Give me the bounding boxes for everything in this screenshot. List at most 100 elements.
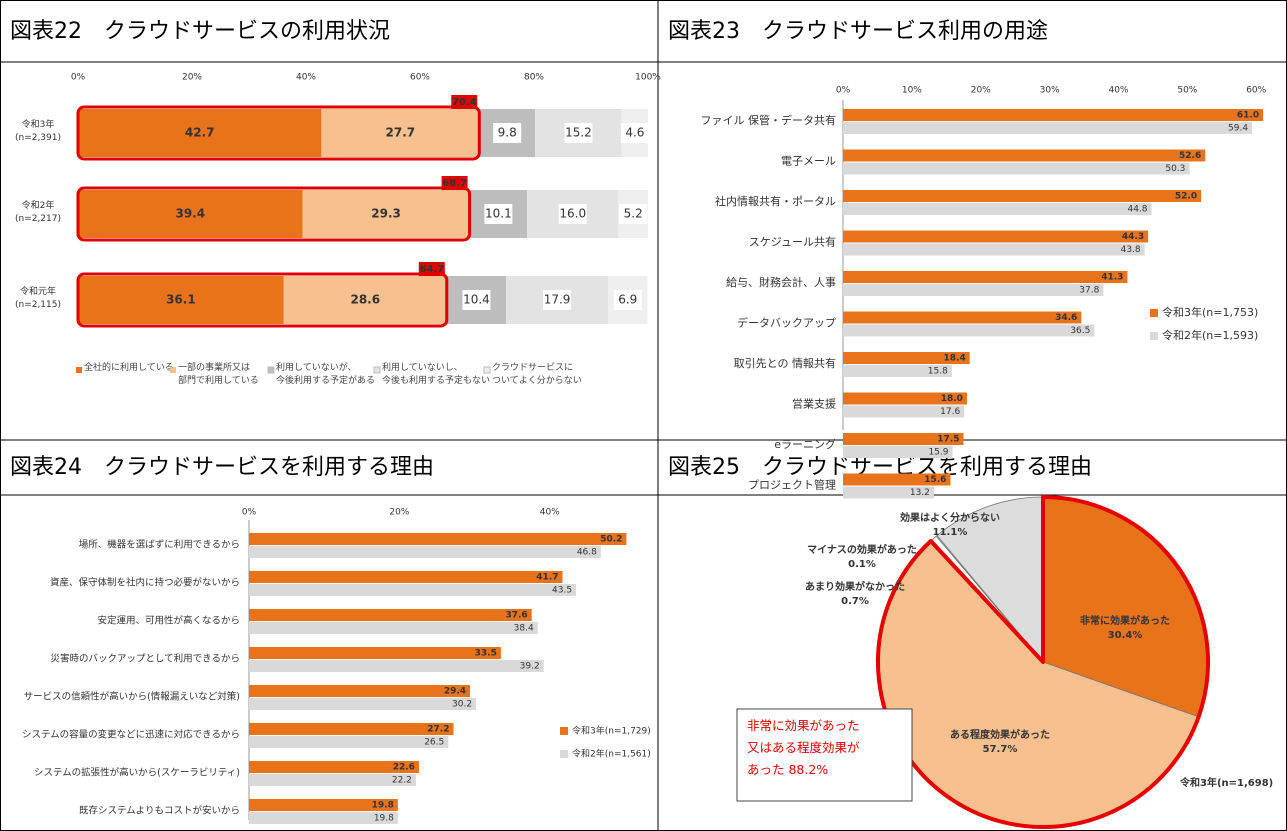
total-label: 70.4 [452, 97, 477, 108]
value-label: 61.0 [1237, 111, 1259, 121]
slice-name: 効果はよく分からない [900, 511, 1000, 524]
bar [249, 622, 538, 634]
legend-label: クラウドサービスに ついてよく分からない [492, 363, 582, 386]
value-label: 59.4 [1228, 124, 1248, 134]
label-bg [484, 204, 513, 224]
bar-segment [78, 190, 303, 238]
bar-segment [302, 190, 470, 238]
value-label: 39.4 [175, 207, 205, 221]
value-label: 15.2 [565, 126, 592, 140]
value-label: 28.6 [350, 293, 380, 307]
value-label: 15.9 [928, 448, 948, 458]
bar [249, 533, 627, 545]
total-outline [76, 186, 472, 242]
category-label: 社内情報共有・ポータル [715, 194, 836, 208]
category-label: システムの拡張性が高いから(スケーラビリティ) [34, 767, 240, 779]
x-tick-label: 100% [635, 73, 661, 83]
bar [843, 446, 953, 458]
legend-swatch [373, 366, 381, 374]
value-label: 36.5 [1070, 326, 1090, 336]
legend-label: 令和2年(n=1,561) [572, 748, 651, 760]
bar [843, 486, 934, 499]
category-label-box: 令和2年 (n=2,217) [15, 201, 61, 224]
x-tick-label: 0% [836, 86, 851, 96]
value-label: 22.6 [393, 763, 415, 773]
x-tick-label: 60% [1246, 86, 1266, 96]
bar [843, 243, 1145, 256]
value-label: 43.5 [552, 586, 572, 596]
value-label: 29.3 [371, 207, 401, 221]
bar [843, 230, 1149, 243]
legend-swatch [483, 366, 491, 374]
value-label: 13.2 [910, 488, 930, 498]
x-tick-label: 0% [71, 73, 86, 83]
bar [249, 799, 398, 811]
value-label: 27.7 [386, 126, 416, 140]
category-label: 令和元年 (n=2,115) [14, 287, 62, 310]
legend-label-box: 利用していないし、 今後も利用する予定もない [382, 363, 490, 386]
value-label: 10.4 [463, 293, 490, 307]
legend-swatch [560, 727, 568, 735]
value-label: 19.8 [374, 814, 394, 824]
legend-swatch [1150, 309, 1158, 317]
value-label: 16.0 [559, 207, 586, 221]
x-tick-label: 40% [296, 73, 316, 83]
bar [843, 433, 964, 445]
category-label: データバックアップ [737, 316, 836, 330]
x-tick-label: 0% [242, 508, 257, 518]
x-tick-label: 40% [1108, 86, 1128, 96]
chart-title: 図表23 クラウドサービス利用の用途 [668, 19, 1048, 44]
value-label: 33.5 [475, 649, 497, 659]
value-label: 41.3 [1101, 273, 1123, 283]
slice-name: マイナスの効果があった [807, 543, 917, 556]
category-label: 給与、財務会計、人事 [726, 275, 836, 289]
bar [249, 571, 563, 583]
legend-label: 利用していないが、 今後利用する予定がある [276, 363, 376, 386]
x-tick-label: 20% [971, 86, 991, 96]
bar [843, 162, 1190, 175]
x-tick-label: 20% [389, 508, 409, 518]
value-label: 36.1 [166, 293, 196, 307]
legend-swatch [76, 367, 82, 373]
value-label: 38.4 [514, 624, 534, 634]
category-label: 既存システムよりもコストが安いから [79, 805, 240, 817]
x-tick-label: 20% [182, 73, 202, 83]
value-label: 44.8 [1127, 205, 1147, 215]
bar [843, 271, 1128, 283]
category-label: eラーニング [774, 437, 836, 451]
bar [249, 647, 501, 659]
bar [249, 736, 449, 748]
total-outline [76, 272, 449, 328]
total-outline [76, 105, 481, 161]
slice-value: 30.4% [1108, 630, 1143, 641]
value-label: 15.6 [924, 475, 946, 485]
value-label: 34.6 [1055, 313, 1077, 323]
label-bg [543, 290, 572, 310]
label-bg [493, 123, 522, 143]
category-label: サービスの信頼性が高いから(情報漏えいなど対策) [24, 691, 240, 703]
category-label-box: 令和元年 (n=2,115) [14, 287, 62, 310]
slice-value: 57.7% [983, 744, 1018, 755]
slice-name: 非常に効果があった [1080, 614, 1170, 627]
value-label: 17.5 [937, 435, 959, 445]
legend-label: 全社的に利用している [84, 363, 174, 373]
x-tick-label: 40% [540, 508, 560, 518]
total-label: 64.7 [419, 264, 444, 275]
value-label: 50.2 [600, 535, 622, 545]
bar-segment [321, 109, 480, 157]
x-tick-label: 30% [1040, 86, 1060, 96]
label-bg [613, 290, 642, 310]
bar [843, 284, 1104, 296]
note-text-box: 非常に効果があった 又はある程度効果が あった 88.2% [747, 718, 860, 777]
value-label: 42.7 [185, 126, 215, 140]
total-badge [451, 95, 478, 109]
value-label: 6.9 [618, 293, 637, 307]
chart-title: 図表22 クラウドサービスの利用状況 [10, 19, 390, 44]
value-label: 43.8 [1121, 245, 1141, 255]
x-tick-label: 10% [902, 86, 922, 96]
value-label: 22.2 [392, 776, 412, 786]
value-label: 9.8 [498, 126, 517, 140]
bar [843, 190, 1202, 202]
bar-segment [283, 276, 447, 324]
